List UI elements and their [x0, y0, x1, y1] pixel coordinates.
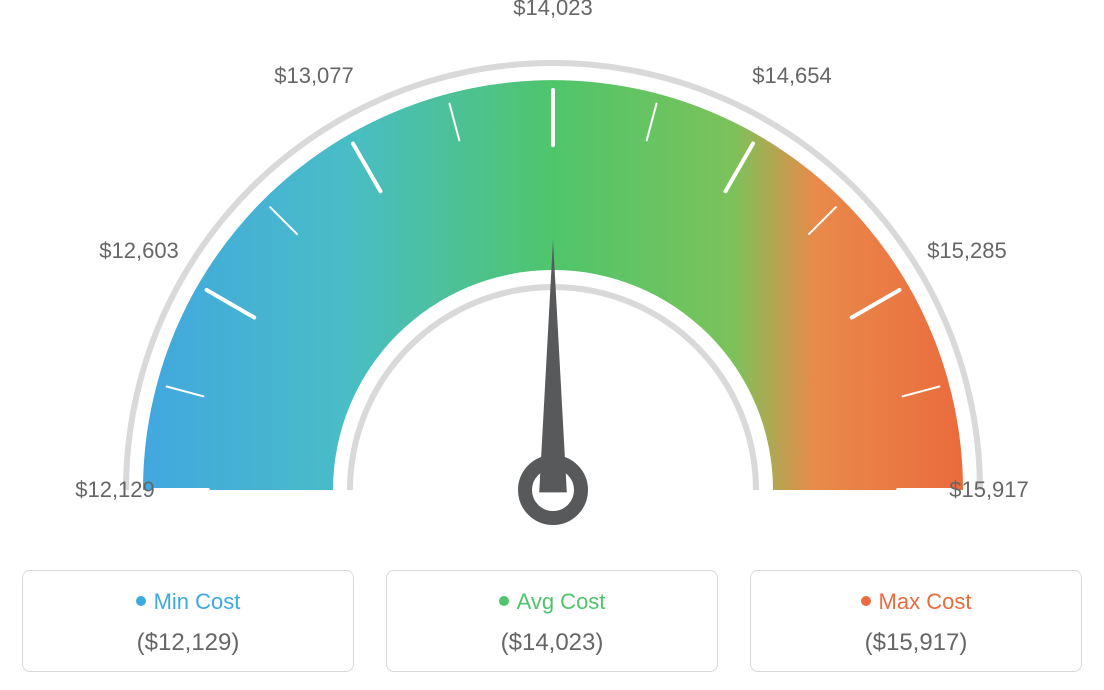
gauge-tick-label: $14,654	[752, 63, 832, 89]
legend-title-text: Avg Cost	[517, 589, 606, 614]
legend-value-max: ($15,917)	[761, 629, 1071, 657]
dot-icon	[499, 596, 509, 606]
legend-title-max: Max Cost	[761, 589, 1071, 615]
legend-value-min: ($12,129)	[33, 629, 343, 657]
dot-icon	[136, 596, 146, 606]
legend-value-avg: ($14,023)	[397, 629, 707, 657]
gauge-tick-label: $12,603	[99, 238, 179, 264]
gauge-tick-label: $12,129	[75, 477, 155, 503]
cost-gauge-infographic: $12,129 $12,603 $13,077 $14,023 $14,654 $15,2…	[0, 0, 1104, 690]
legend-title-text: Max Cost	[879, 589, 972, 614]
legend-title-avg: Avg Cost	[397, 589, 707, 615]
legend-card-min: Min Cost ($12,129)	[22, 570, 354, 672]
gauge-chart: $12,129 $12,603 $13,077 $14,023 $14,654 $15,2…	[0, 0, 1104, 560]
legend-row: Min Cost ($12,129) Avg Cost ($14,023) Ma…	[0, 570, 1104, 672]
dot-icon	[861, 596, 871, 606]
gauge-tick-label: $15,285	[927, 238, 1007, 264]
legend-title-min: Min Cost	[33, 589, 343, 615]
gauge-tick-label: $14,023	[513, 0, 593, 21]
gauge-tick-label: $13,077	[274, 63, 354, 89]
legend-card-max: Max Cost ($15,917)	[750, 570, 1082, 672]
legend-title-text: Min Cost	[154, 589, 241, 614]
legend-card-avg: Avg Cost ($14,023)	[386, 570, 718, 672]
gauge-tick-label: $15,917	[949, 477, 1029, 503]
